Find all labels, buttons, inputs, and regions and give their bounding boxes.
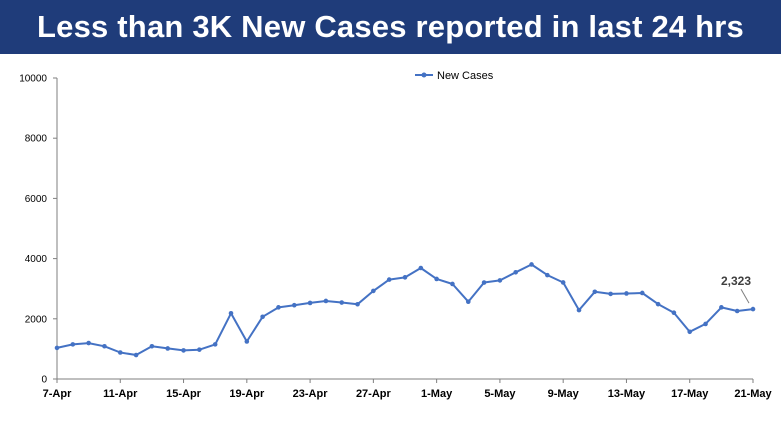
y-tick-label: 10000 bbox=[19, 74, 47, 85]
data-point bbox=[291, 302, 297, 308]
data-point bbox=[307, 300, 313, 306]
data-point bbox=[133, 352, 139, 358]
y-axis-ticks: 0 2000 4000 6000 8000 10000 bbox=[19, 74, 57, 386]
data-points bbox=[54, 262, 756, 358]
x-tick-label: 15-Apr bbox=[166, 388, 202, 400]
legend-label: New Cases bbox=[437, 70, 494, 82]
title-banner: Less than 3K New Cases reported in last … bbox=[0, 0, 781, 54]
x-tick-label: 17-May bbox=[671, 388, 709, 400]
data-point bbox=[355, 301, 360, 307]
data-point bbox=[70, 342, 76, 347]
data-point bbox=[339, 300, 345, 305]
data-point bbox=[513, 269, 519, 275]
data-point bbox=[197, 347, 202, 352]
data-point bbox=[86, 340, 91, 346]
data-point bbox=[592, 289, 598, 295]
x-tick-label: 27-Apr bbox=[356, 388, 392, 400]
data-point bbox=[402, 275, 408, 280]
data-point bbox=[212, 342, 218, 347]
x-tick-label: 19-Apr bbox=[229, 388, 265, 400]
x-axis-ticks: 7-Apr 11-Apr 15-Apr 19-Apr 23-Apr 27-Apr 1-May… bbox=[43, 379, 773, 400]
data-point bbox=[244, 339, 250, 344]
data-point bbox=[545, 272, 550, 278]
data-point bbox=[608, 291, 613, 297]
data-point bbox=[450, 281, 455, 287]
data-point bbox=[117, 350, 123, 355]
data-point bbox=[687, 329, 693, 335]
data-point bbox=[276, 305, 281, 310]
y-tick-label: 6000 bbox=[25, 194, 48, 205]
x-tick-label: 13-May bbox=[608, 388, 646, 400]
x-tick-label: 21-May bbox=[734, 388, 772, 400]
y-tick-label: 0 bbox=[41, 375, 47, 386]
data-point bbox=[102, 343, 107, 349]
x-tick-label: 7-Apr bbox=[43, 388, 72, 400]
data-point bbox=[481, 280, 487, 285]
data-point bbox=[434, 276, 439, 282]
data-point bbox=[703, 321, 708, 327]
data-point bbox=[671, 310, 677, 316]
data-point bbox=[624, 291, 629, 296]
data-point bbox=[576, 307, 582, 313]
data-point bbox=[181, 348, 186, 353]
data-point bbox=[260, 314, 265, 320]
data-point bbox=[560, 280, 566, 285]
callout-leader-line bbox=[740, 288, 750, 304]
x-tick-label: 23-Apr bbox=[293, 388, 329, 400]
data-point bbox=[165, 346, 171, 351]
data-point bbox=[734, 308, 740, 314]
data-point bbox=[497, 278, 503, 283]
x-tick-label: 5-May bbox=[484, 388, 516, 400]
x-tick-label: 9-May bbox=[548, 388, 580, 400]
x-tick-label: 11-Apr bbox=[103, 388, 138, 400]
data-point bbox=[228, 310, 234, 316]
legend: New Cases bbox=[415, 70, 494, 82]
data-point bbox=[465, 299, 471, 305]
data-point bbox=[639, 290, 645, 296]
data-point bbox=[54, 345, 60, 351]
last-value-callout: 2,323 bbox=[721, 274, 751, 304]
callout-label: 2,323 bbox=[721, 274, 751, 288]
data-point bbox=[323, 298, 329, 304]
data-point bbox=[655, 301, 661, 307]
data-point bbox=[750, 306, 756, 312]
chart-title: Less than 3K New Cases reported in last … bbox=[37, 9, 744, 44]
data-point bbox=[371, 288, 376, 294]
data-point bbox=[149, 343, 155, 349]
y-tick-label: 8000 bbox=[25, 134, 48, 145]
data-point bbox=[418, 265, 424, 271]
data-point bbox=[719, 305, 724, 310]
y-tick-label: 2000 bbox=[25, 314, 48, 325]
data-point bbox=[529, 262, 534, 267]
x-tick-label: 1-May bbox=[421, 388, 453, 400]
legend-marker-swatch bbox=[421, 72, 427, 78]
y-tick-label: 4000 bbox=[25, 254, 48, 265]
line-chart: 0 2000 4000 6000 8000 10000 7-Apr 11-Apr 15-Apr… bbox=[19, 70, 773, 400]
data-point bbox=[386, 277, 392, 282]
